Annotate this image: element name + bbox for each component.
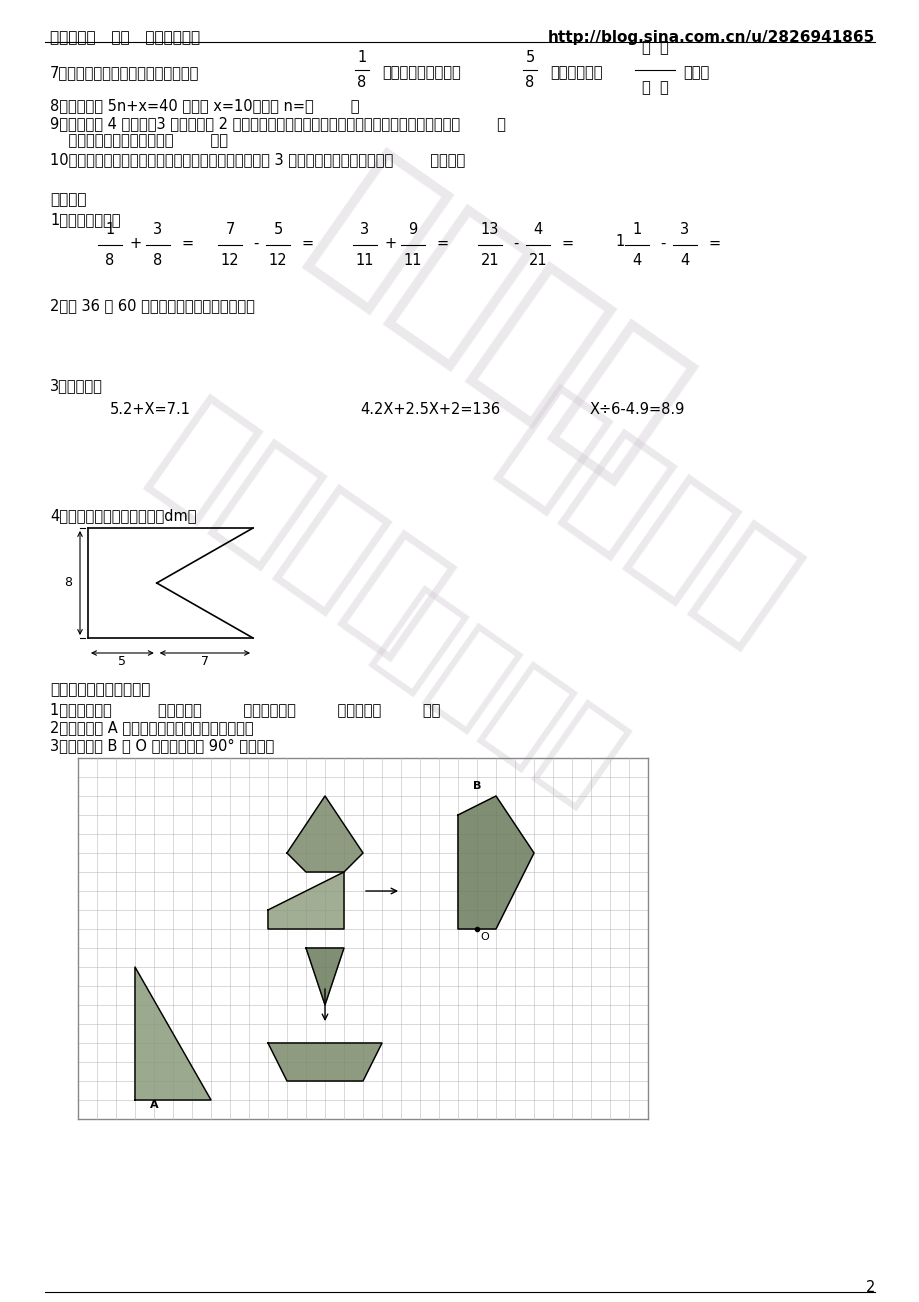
Text: 三、计算: 三、计算 [50, 191, 86, 207]
Text: 4: 4 [680, 253, 689, 268]
Text: 天叶辅导: 天叶辅导 [289, 138, 709, 501]
Text: -: - [513, 236, 518, 250]
Text: 7: 7 [225, 223, 234, 237]
Text: http://blog.sina.com.cn/u/2826941865: http://blog.sina.com.cn/u/2826941865 [547, 30, 874, 46]
Text: 10、一个平底锅，每次最多只能烙两张饼，烙一面需要 3 分钟，烙三张饼至少需要（        ）分钟。: 10、一个平底锅，每次最多只能烙两张饼，烙一面需要 3 分钟，烙三张饼至少需要（… [50, 152, 465, 167]
Text: 四、按要求填一填画一画: 四、按要求填一填画一画 [50, 682, 150, 697]
Text: 4: 4 [533, 223, 542, 237]
Polygon shape [306, 948, 344, 1005]
Text: 天叶辅导: 天叶辅导 [133, 387, 466, 673]
Text: -: - [253, 236, 258, 250]
Text: =: = [182, 236, 194, 250]
Text: -: - [660, 236, 665, 250]
Text: 5: 5 [525, 49, 534, 65]
Text: 4: 4 [631, 253, 641, 268]
Text: 1、直接写得数：: 1、直接写得数： [50, 212, 120, 227]
Text: 天叶辅导: 天叶辅导 [483, 378, 815, 663]
Text: 21: 21 [528, 253, 547, 268]
Text: 1、小船先向（          ）平移了（         ）格，再向（         ）平移了（         ）格: 1、小船先向（ ）平移了（ ）格，再向（ ）平移了（ ）格 [50, 702, 440, 717]
Text: 8: 8 [106, 253, 115, 268]
Text: 2、画出图形 A 的另一半，使它成为轴对称图形。: 2、画出图形 A 的另一半，使它成为轴对称图形。 [50, 720, 254, 736]
Text: A: A [150, 1099, 158, 1109]
Text: 3: 3 [360, 223, 369, 237]
Text: （  ）: （ ） [641, 79, 667, 95]
Text: 天叶辅导: 天叶辅导 [359, 579, 639, 820]
Text: 2: 2 [865, 1280, 874, 1295]
Text: 1: 1 [106, 223, 115, 237]
Text: （  ）: （ ） [641, 40, 667, 55]
Text: B: B [472, 781, 481, 792]
Polygon shape [287, 796, 363, 872]
Text: 4.2X+2.5X+2=136: 4.2X+2.5X+2=136 [359, 402, 500, 417]
Text: 8: 8 [153, 253, 163, 268]
Text: 没看。: 没看。 [682, 65, 709, 79]
Text: 1: 1 [614, 234, 624, 250]
Text: +: + [130, 236, 142, 250]
Text: 2、求 36 和 60 的最大公因数和最小公倍数。: 2、求 36 和 60 的最大公因数和最小公倍数。 [50, 298, 255, 312]
Text: 12: 12 [221, 253, 239, 268]
Text: 8、已知方程 5n+x=40 的解是 x=10，那么 n=（        ）: 8、已知方程 5n+x=40 的解是 x=10，那么 n=（ ） [50, 98, 359, 113]
Text: 3: 3 [680, 223, 689, 237]
Text: 7、小明看一本书，第一天看了全书的: 7、小明看一本书，第一天看了全书的 [50, 65, 199, 79]
Text: 3、解方程：: 3、解方程： [50, 378, 103, 393]
Text: 3、画出图形 B 绕 O 点顺时针旋转 90° 的图形。: 3、画出图形 B 绕 O 点顺时针旋转 90° 的图形。 [50, 738, 274, 753]
Text: 5: 5 [273, 223, 282, 237]
Text: ，第二天看了全书的: ，第二天看了全书的 [381, 65, 460, 79]
Text: 9: 9 [408, 223, 417, 237]
Polygon shape [458, 796, 533, 930]
Polygon shape [267, 1043, 381, 1081]
Text: O: O [480, 932, 488, 943]
Text: 11: 11 [403, 253, 422, 268]
Text: 5.2+X=7.1: 5.2+X=7.1 [110, 402, 191, 417]
Text: 5: 5 [119, 655, 126, 668]
Text: =: = [301, 236, 313, 250]
Text: 11: 11 [356, 253, 374, 268]
Text: 3: 3 [153, 223, 163, 237]
Text: =: = [562, 236, 573, 250]
Text: 21: 21 [480, 253, 499, 268]
Text: 的可能性最小，可能性是（        ）。: 的可能性最小，可能性是（ ）。 [50, 133, 228, 148]
Polygon shape [135, 967, 210, 1100]
Text: 7: 7 [200, 655, 209, 668]
Text: 13: 13 [481, 223, 499, 237]
Text: =: = [437, 236, 448, 250]
Text: 4、求下面图形面积（单位：dm）: 4、求下面图形面积（单位：dm） [50, 508, 197, 523]
Text: 天叶辅导班   数学   四年级（下）: 天叶辅导班 数学 四年级（下） [50, 30, 200, 46]
Text: 9、盒子里装 4 个红球，3 个黄球，和 2 个绿球（球除颜色外其它都相同），任意摸一个球，摸到（        ）: 9、盒子里装 4 个红球，3 个黄球，和 2 个绿球（球除颜色外其它都相同），任… [50, 116, 505, 132]
Text: +: + [384, 236, 397, 250]
Text: 1: 1 [357, 49, 367, 65]
Text: 8: 8 [357, 76, 367, 90]
Text: 8: 8 [64, 577, 72, 590]
Polygon shape [267, 872, 344, 930]
Text: 12: 12 [268, 253, 287, 268]
Text: 1: 1 [631, 223, 641, 237]
Text: ，还有全书的: ，还有全书的 [550, 65, 602, 79]
Text: X÷6-4.9=8.9: X÷6-4.9=8.9 [589, 402, 685, 417]
Text: 8: 8 [525, 76, 534, 90]
Text: =: = [709, 236, 720, 250]
